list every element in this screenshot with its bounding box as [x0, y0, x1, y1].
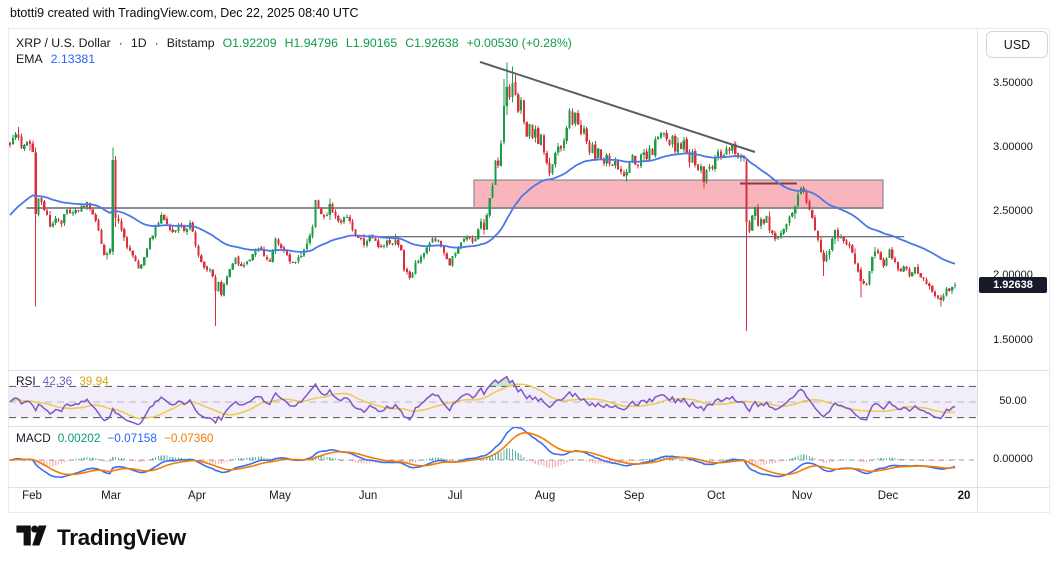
rsi-axis-label: 50.00 [999, 395, 1027, 407]
symbol-title: XRP / U.S. Dollar [16, 36, 111, 50]
month-label-mar: Mar [101, 490, 121, 502]
pane-separator-macd-time [8, 487, 1049, 488]
month-label-feb: Feb [22, 490, 42, 502]
low-value: L1.90165 [345, 36, 398, 50]
ema-legend-row[interactable]: EMA 2.13381 [16, 52, 103, 66]
month-label-sep: Sep [623, 490, 645, 502]
year-label: 20 [957, 490, 971, 502]
rsi-legend-row[interactable]: RSI 42.36 39.94 [16, 374, 116, 388]
macd-axis-label: 0.00000 [993, 453, 1033, 465]
month-label-apr: Apr [188, 490, 206, 502]
symbol-legend-row[interactable]: XRP / U.S. Dollar · 1D · Bitstamp O1.92209 H1.… [16, 36, 580, 50]
time-axis[interactable]: 20 Feb Mar Apr May Jun Jul Aug Sep Oct Nov Dec [8, 487, 977, 511]
tradingview-mark-icon [15, 522, 48, 554]
close-value: C1.92638 [405, 36, 459, 50]
price-axis-label: 3.50000 [993, 76, 1033, 89]
brand-text: TradingView [57, 525, 186, 550]
macd-signal-value: −0.07360 [163, 431, 214, 445]
price-axis[interactable]: 3.50000 3.00000 2.50000 2.00000 1.50000 [978, 28, 1049, 487]
month-label-jul: Jul [447, 490, 463, 502]
macd-line-value: −0.07158 [107, 431, 157, 445]
price-axis-label: 3.00000 [993, 140, 1033, 153]
ema-label: EMA [16, 52, 43, 66]
price-axis-label: 1.50000 [993, 333, 1033, 346]
month-label-may: May [269, 490, 291, 502]
month-label-aug: Aug [534, 490, 556, 502]
exchange-label: Bitstamp [166, 36, 215, 50]
ema-value: 2.13381 [50, 52, 96, 66]
macd-label: MACD [16, 431, 51, 445]
last-price-badge: 1.92638 [979, 277, 1047, 294]
currency-toggle-button[interactable]: USD [986, 31, 1048, 58]
rsi-label: RSI [16, 374, 36, 388]
month-label-nov: Nov [791, 490, 813, 502]
rsi-value: 42.36 [42, 374, 73, 388]
macd-legend-row[interactable]: MACD 0.00202 −0.07158 −0.07360 [16, 431, 220, 445]
macd-hist-value: 0.00202 [57, 431, 101, 445]
month-label-oct: Oct [707, 490, 725, 502]
price-axis-label: 2.50000 [993, 205, 1033, 217]
interval-label: 1D [130, 36, 147, 50]
pane-separator-main-rsi[interactable] [8, 370, 1049, 371]
separator-dot: · [154, 36, 159, 50]
month-label-dec: Dec [877, 490, 899, 502]
separator-dot: · [118, 36, 123, 50]
month-label-jun: Jun [358, 490, 378, 502]
open-value: O1.92209 [222, 36, 277, 50]
high-value: H1.94796 [284, 36, 338, 50]
tradingview-logo-link[interactable]: TradingView [15, 522, 186, 554]
pane-separator-rsi-macd[interactable] [8, 426, 1049, 427]
change-value: +0.00530 (+0.28%) [466, 36, 572, 50]
price-axis-border [977, 28, 978, 511]
chart-widget-border [8, 28, 1050, 513]
attribution-text: btotti9 created with TradingView.com, De… [10, 6, 359, 20]
rsi-ma-value: 39.94 [79, 374, 109, 388]
